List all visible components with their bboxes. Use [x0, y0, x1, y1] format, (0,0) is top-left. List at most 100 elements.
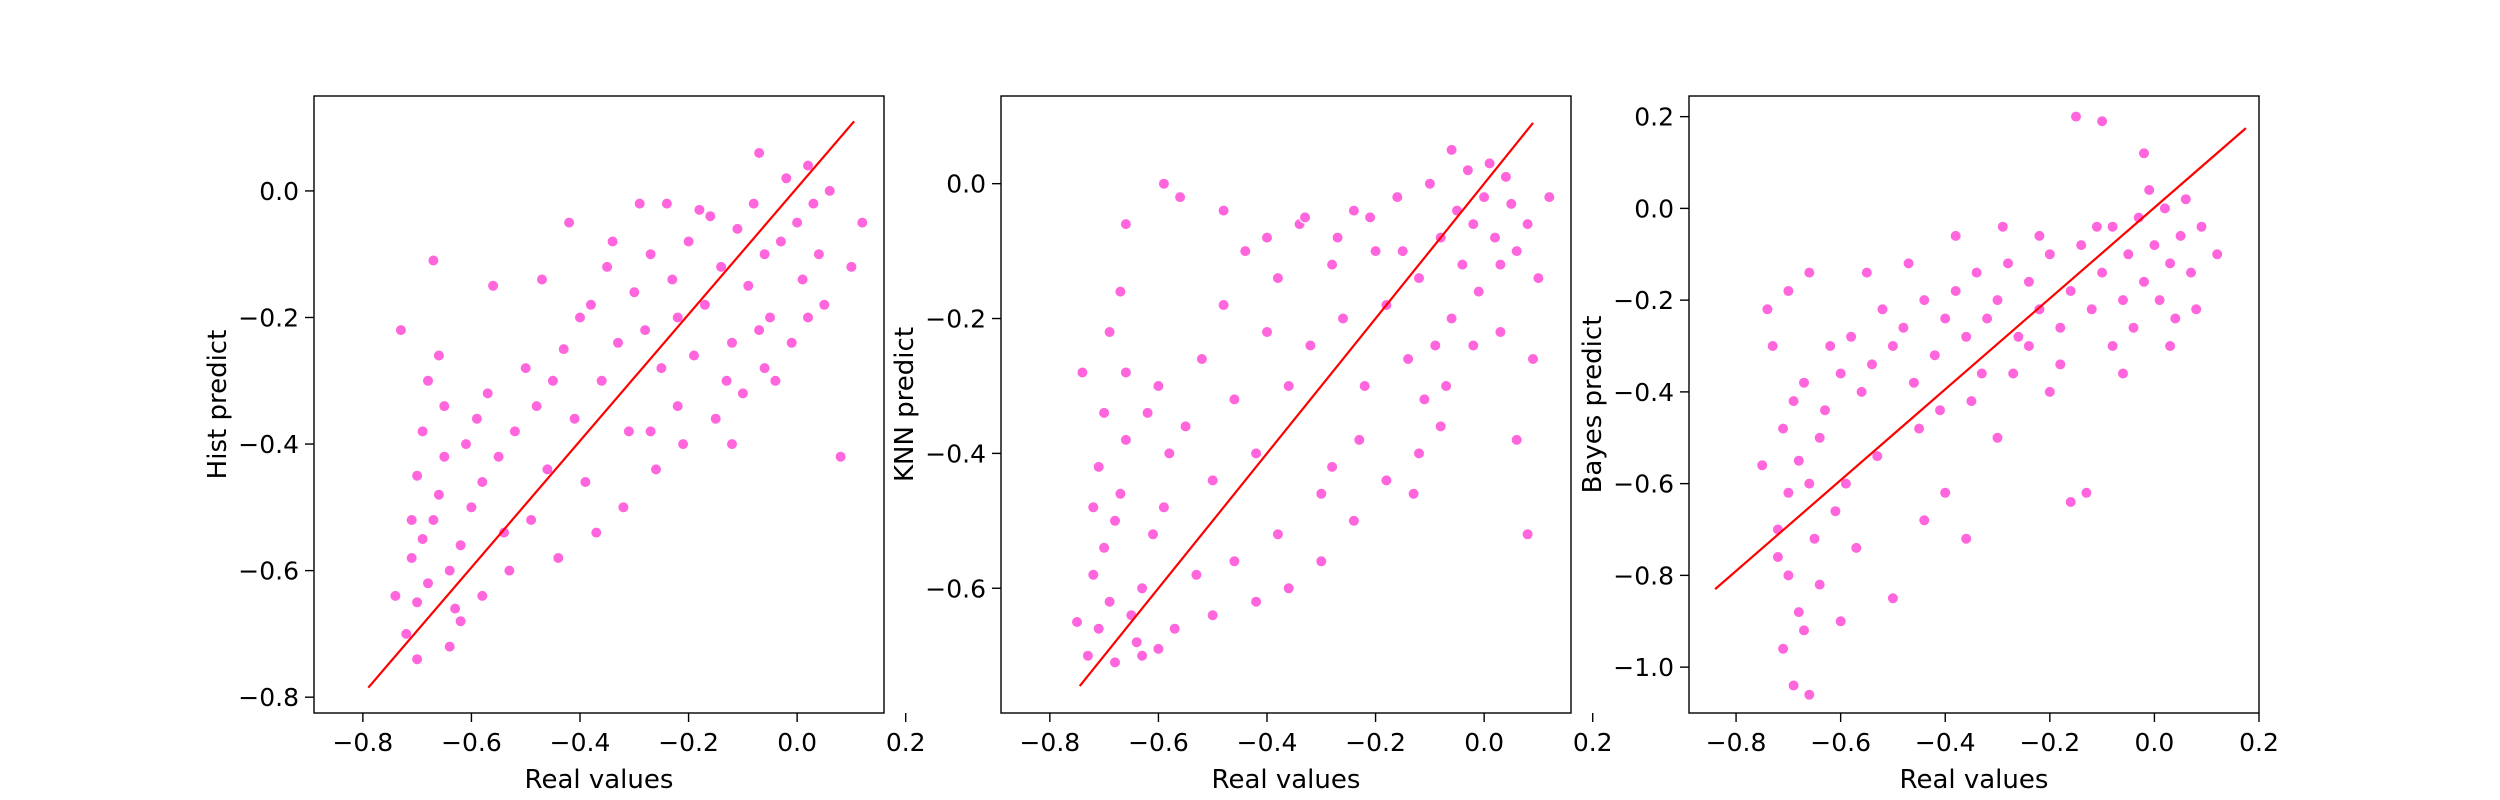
- scatter-point: [1125, 609, 1138, 622]
- scatter-point: [1792, 605, 1806, 619]
- y-tick-label: −0.4: [238, 430, 299, 459]
- y-tick-label: −0.2: [925, 305, 986, 334]
- scatter-point: [731, 222, 744, 236]
- scatter-point: [1315, 555, 1328, 568]
- scatter-point: [524, 513, 538, 527]
- scatter-point: [1325, 258, 1339, 271]
- scatter-point: [410, 596, 424, 609]
- scatter-point: [693, 203, 706, 217]
- scatter-point: [644, 247, 657, 261]
- scatter-point: [2006, 367, 2020, 380]
- scatter-point: [2142, 183, 2156, 197]
- scatter-point: [470, 412, 484, 425]
- scatter-point: [600, 260, 614, 274]
- scatter-point: [617, 501, 630, 514]
- scatter-point: [845, 260, 858, 274]
- scatter-point: [758, 361, 771, 375]
- scatter-point: [1803, 266, 1816, 279]
- scatter-point: [1163, 447, 1176, 460]
- scatter-point: [2069, 110, 2083, 123]
- scatter-point: [758, 247, 771, 261]
- scatter-point: [1119, 433, 1133, 447]
- scatter-point: [530, 399, 543, 413]
- scatter-point: [1195, 352, 1209, 366]
- scatter-point: [2153, 293, 2166, 307]
- scatter-point: [1347, 204, 1361, 217]
- scatter-point: [1980, 312, 1994, 325]
- y-tick-label: 0.2: [1634, 103, 1674, 132]
- scatter-point: [1391, 190, 1404, 204]
- scatter-point: [2116, 293, 2130, 307]
- x-tick-label: −0.2: [2019, 728, 2080, 757]
- scatter-point: [2106, 220, 2119, 233]
- scatter-points: [389, 146, 869, 666]
- scatter-point: [807, 197, 820, 210]
- scatter-point: [1467, 217, 1480, 231]
- scatter-point: [476, 589, 489, 603]
- scatter-point: [443, 640, 456, 653]
- scatter-point: [660, 197, 674, 210]
- scatter-point: [1358, 379, 1371, 393]
- scatter-point: [2184, 266, 2198, 279]
- scatter-point: [676, 437, 690, 451]
- reference-line: [367, 120, 855, 689]
- scatter-point: [1975, 367, 1989, 380]
- scatter-point: [1157, 177, 1171, 190]
- scatter-point: [1092, 460, 1105, 474]
- scatter-panel-3: −0.8 −0.6 −0.4 −0.2 0.0 0.2 −1.0 −0.8 −0.6 −0.4 −0…: [1578, 95, 2279, 795]
- scatter-point: [1271, 528, 1285, 541]
- scatter-panels: −0.8 −0.6 −0.4 −0.2 0.0 0.2 −0.8 −0.6 −0.4 −0.2 0.…: [203, 95, 2279, 795]
- scatter-point: [552, 551, 565, 565]
- axes-frame: [313, 95, 885, 714]
- scatter-point: [709, 412, 722, 425]
- scatter-point: [1407, 487, 1420, 500]
- scatter-point: [2064, 495, 2077, 509]
- scatter-point: [1135, 582, 1149, 595]
- scatter-point: [2090, 220, 2104, 233]
- scatter-point: [1844, 330, 1858, 343]
- scatter-point: [1179, 420, 1192, 433]
- scatter-point: [698, 298, 712, 311]
- scatter-point: [785, 336, 798, 349]
- scatter-point: [492, 450, 505, 463]
- scatter-point: [1439, 379, 1453, 393]
- scatter-panel-1: −0.8 −0.6 −0.4 −0.2 0.0 0.2 −0.8 −0.6 −0.4 −0.2 0.…: [203, 95, 926, 795]
- y-tick-label: 0.0: [259, 177, 299, 206]
- scatter-point: [2210, 248, 2224, 261]
- scatter-point: [1808, 532, 1821, 545]
- scatter-point: [1363, 211, 1377, 224]
- scatter-point: [394, 323, 408, 337]
- scatter-point: [1081, 649, 1095, 662]
- axes-frame: [1688, 95, 2260, 714]
- scatter-points: [1070, 143, 1556, 669]
- scatter-point: [682, 235, 695, 248]
- scatter-point: [1336, 312, 1350, 325]
- scatter-point: [1918, 293, 1931, 307]
- scatter-point: [1173, 190, 1187, 204]
- x-tick-label: 0.0: [1464, 728, 1504, 757]
- scatter-point: [1353, 433, 1366, 447]
- scatter-point: [1260, 231, 1274, 244]
- scatter-point: [1097, 406, 1111, 420]
- scatter-point: [1782, 486, 1795, 499]
- y-tick-label: −0.8: [238, 683, 299, 712]
- scatter-point: [1526, 352, 1540, 366]
- scatter-point: [2095, 266, 2109, 279]
- scatter-point: [2095, 114, 2109, 128]
- scatter-point: [1239, 244, 1252, 258]
- x-tick-label: −0.4: [1237, 728, 1298, 757]
- x-tick-label: −0.8: [1706, 728, 1767, 757]
- scatter-point: [606, 235, 619, 248]
- scatter-point: [405, 513, 418, 527]
- scatter-point: [818, 298, 831, 311]
- scatter-point: [1912, 422, 1926, 435]
- scatter-point: [1190, 568, 1203, 582]
- scatter-point: [1886, 592, 1900, 605]
- scatter-point: [1347, 514, 1361, 528]
- scatter-point: [1505, 197, 1518, 211]
- scatter-point: [2179, 192, 2192, 206]
- scatter-point: [1141, 406, 1154, 420]
- scatter-point: [416, 532, 429, 546]
- scatter-point: [1152, 642, 1165, 656]
